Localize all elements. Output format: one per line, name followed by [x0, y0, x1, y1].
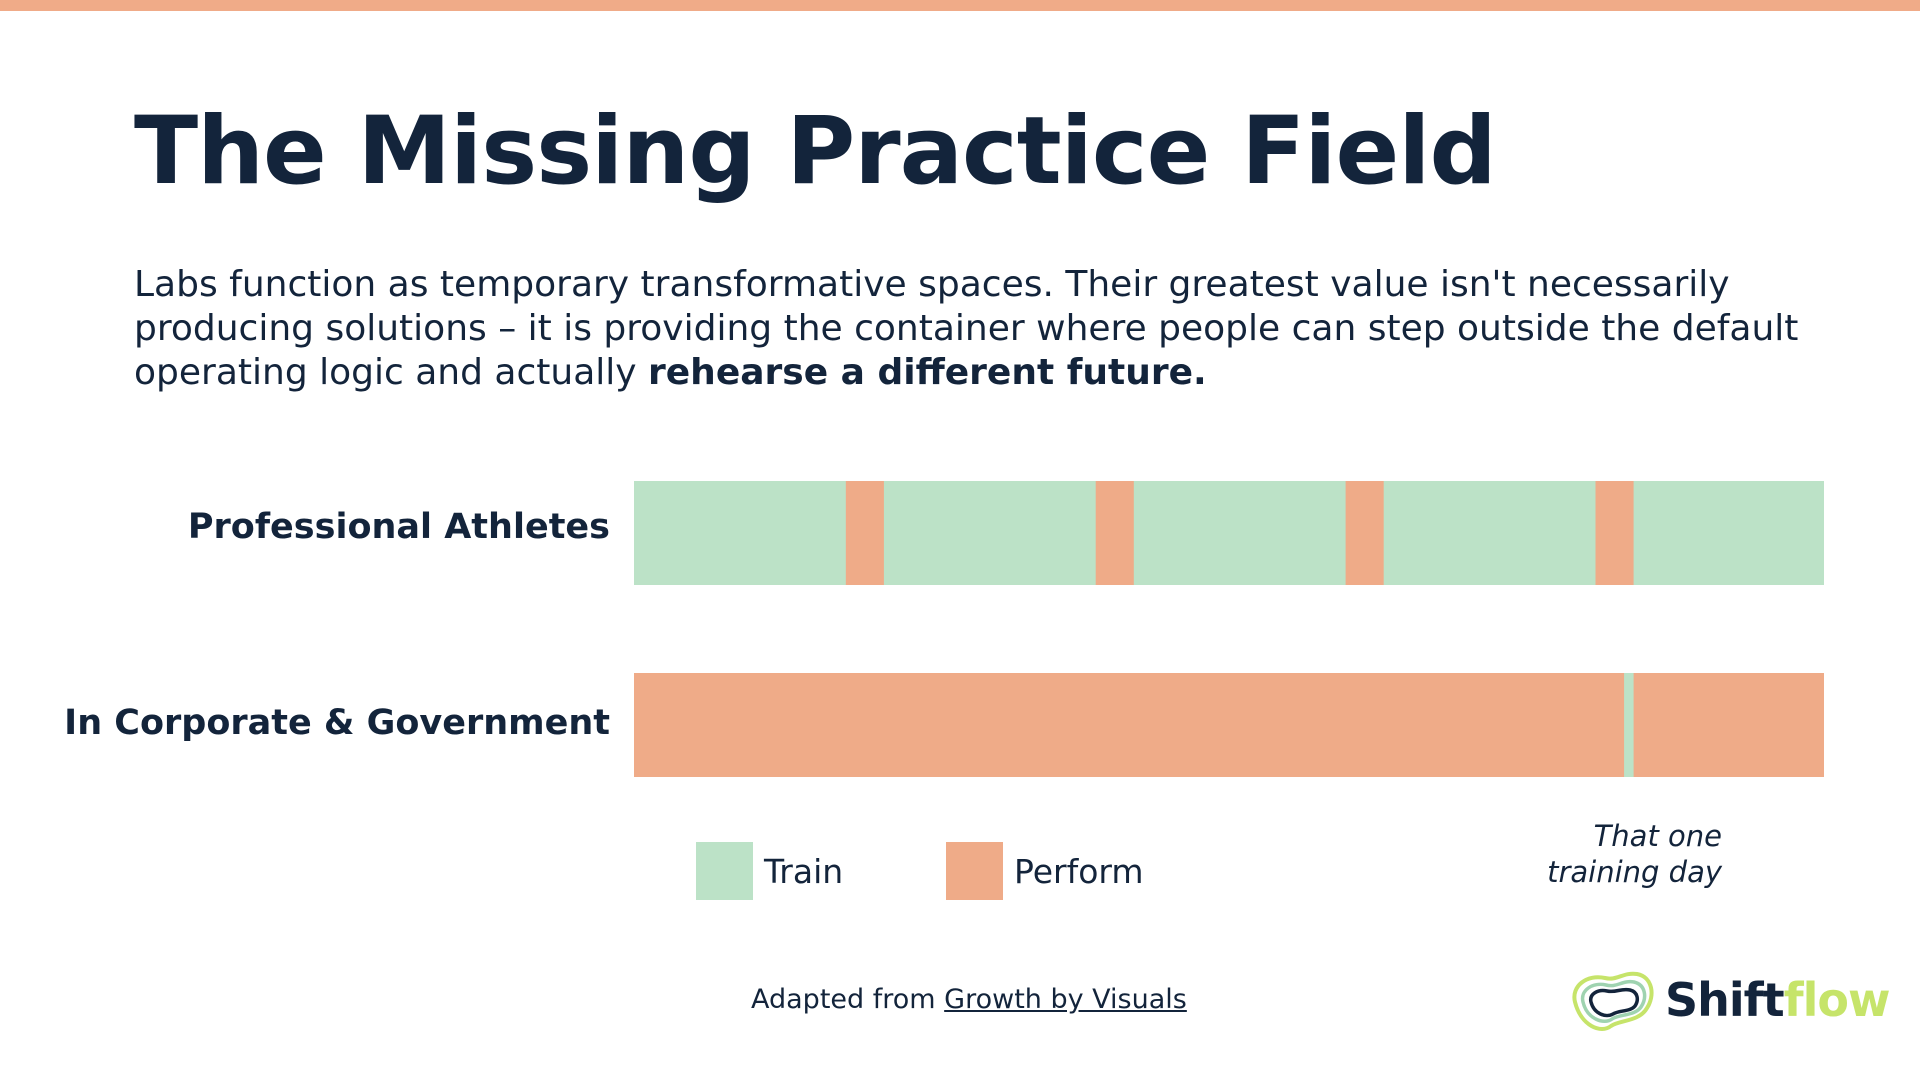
bar-segment-perform-0-3: [1095, 481, 1135, 585]
legend-swatch-perform: [946, 842, 1003, 900]
legend-label-train: Train: [764, 851, 844, 891]
slide-title: The Missing Practice Field: [134, 97, 1497, 206]
logo-wordmark-flow: flow: [1783, 973, 1891, 1027]
annotation-line-2: training day: [1547, 855, 1722, 889]
annotation-line-1: That one: [1593, 819, 1722, 853]
legend-item-train: Train: [696, 842, 843, 900]
source-credit-prefix: Adapted from: [751, 984, 945, 1015]
top-accent-stripe: [0, 0, 1920, 11]
bar-svg-corporate-government: [634, 673, 1824, 777]
bar-segment-train-0-6: [1383, 481, 1597, 585]
logo-wordmark: Shiftflow: [1665, 973, 1891, 1027]
bar-segment-train-0-0: [634, 481, 847, 585]
source-credit-inner: Adapted from Growth by Visuals: [751, 984, 1187, 1015]
bar-segment-perform-1-2: [1633, 673, 1824, 777]
bar-svg-professional-athletes: [634, 481, 1824, 585]
bar-row-professional-athletes: [634, 481, 1824, 585]
legend-label-perform: Perform: [1014, 851, 1144, 891]
source-credit-link[interactable]: Growth by Visuals: [944, 984, 1187, 1015]
bar-row-corporate-government: [634, 673, 1824, 777]
bar-segment-train-0-8: [1633, 481, 1824, 585]
bar-segment-perform-0-7: [1595, 481, 1635, 585]
body-text-main: Labs function as temporary transformativ…: [134, 264, 1799, 393]
row-label-professional-athletes: Professional Athletes: [187, 507, 610, 547]
bar-segment-train-0-4: [1133, 481, 1347, 585]
brand-logo: Shiftflow: [1565, 962, 1891, 1038]
body-text-emphasis: rehearse a different future.: [648, 352, 1207, 393]
logo-wordmark-shift: Shift: [1665, 973, 1785, 1027]
bar-segment-perform-1-0: [634, 673, 1625, 777]
training-day-annotation: That one training day: [1547, 818, 1722, 890]
bar-segment-perform-0-1: [845, 481, 885, 585]
bar-segment-train-1-1: [1624, 673, 1635, 777]
legend-swatch-train: [696, 842, 753, 900]
bar-segment-perform-0-5: [1345, 481, 1385, 585]
row-label-corporate-government: In Corporate & Government: [64, 703, 610, 743]
shiftflow-logo-icon: [1572, 971, 1654, 1031]
bar-segment-train-0-2: [883, 481, 1097, 585]
slide-body-text: Labs function as temporary transformativ…: [134, 263, 1834, 395]
legend-item-perform: Perform: [946, 842, 1144, 900]
